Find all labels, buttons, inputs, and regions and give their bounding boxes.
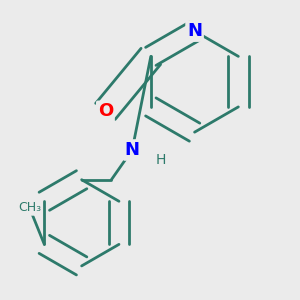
Text: CH₃: CH₃ (18, 202, 41, 214)
Text: N: N (187, 22, 202, 40)
Text: N: N (125, 141, 140, 159)
Text: H: H (155, 153, 166, 167)
Text: O: O (98, 102, 113, 120)
